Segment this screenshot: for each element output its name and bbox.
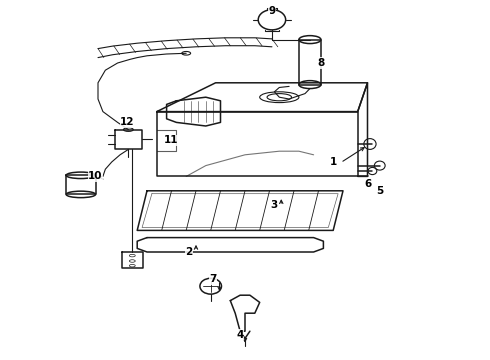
Text: 4: 4 (236, 330, 244, 340)
Text: 1: 1 (330, 157, 337, 167)
Text: 8: 8 (318, 58, 324, 68)
Text: 3: 3 (271, 200, 278, 210)
Text: 2: 2 (185, 247, 192, 257)
Text: 9: 9 (269, 6, 275, 16)
Text: 12: 12 (120, 117, 135, 127)
Text: 10: 10 (88, 171, 103, 181)
Text: 6: 6 (364, 179, 371, 189)
Text: 5: 5 (376, 186, 383, 196)
Text: 7: 7 (209, 274, 217, 284)
Text: 11: 11 (164, 135, 179, 145)
